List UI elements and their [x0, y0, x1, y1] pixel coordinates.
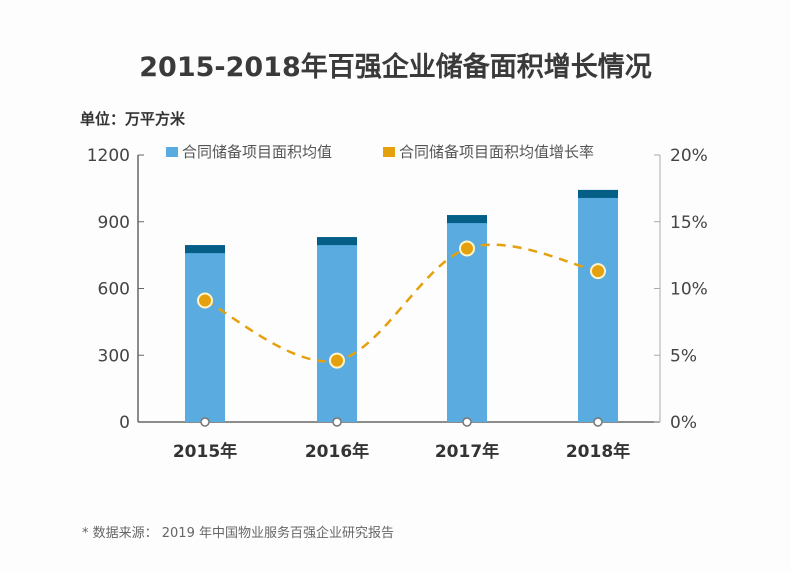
- source-note: * 数据来源： 2019 年中国物业服务百强企业研究报告: [82, 526, 394, 541]
- x-axis-marker: [462, 417, 472, 427]
- x-tick-label: 2017年: [435, 441, 499, 462]
- bar: [185, 245, 225, 422]
- y2-tick-label: 0%: [670, 413, 697, 433]
- y2-tick-label: 10%: [670, 280, 708, 300]
- growth-line: [204, 243, 599, 363]
- bar: [578, 189, 618, 422]
- x-axis-marker: [593, 417, 603, 427]
- y-tick-label: 300: [98, 346, 130, 366]
- legend-label-line: 合同储备项目面积均值增长率: [399, 143, 594, 161]
- unit-label: 单位：万平方米: [80, 110, 186, 128]
- legend-swatch-line: [383, 147, 395, 157]
- growth-point: [329, 352, 345, 369]
- bar-cap: [317, 237, 357, 246]
- growth-point: [197, 292, 213, 309]
- bar-cap: [578, 189, 618, 198]
- x-tick-label: 2016年: [305, 441, 369, 462]
- x-axis-marker: [200, 417, 210, 427]
- chart-title: 2015-2018年百强企业储备面积增长情况: [139, 52, 652, 83]
- x-tick-label: 2018年: [566, 441, 630, 462]
- y-tick-label: 600: [98, 280, 130, 300]
- bar: [317, 237, 357, 422]
- legend-label-bar: 合同储备项目面积均值: [182, 143, 332, 161]
- y2-tick-label: 15%: [670, 213, 708, 233]
- legend-swatch-bar: [166, 147, 178, 157]
- y-tick-label: 0: [119, 413, 130, 433]
- growth-point: [459, 240, 475, 257]
- x-tick-label: 2015年: [173, 441, 237, 462]
- y-tick-label: 900: [98, 213, 130, 233]
- y2-tick-label: 5%: [670, 346, 697, 366]
- bar-cap: [447, 215, 487, 224]
- x-axis-marker: [332, 417, 342, 427]
- y-tick-label: 1200: [87, 146, 130, 166]
- growth-point: [590, 263, 606, 280]
- y2-tick-label: 20%: [670, 146, 708, 166]
- bar-cap: [185, 245, 225, 254]
